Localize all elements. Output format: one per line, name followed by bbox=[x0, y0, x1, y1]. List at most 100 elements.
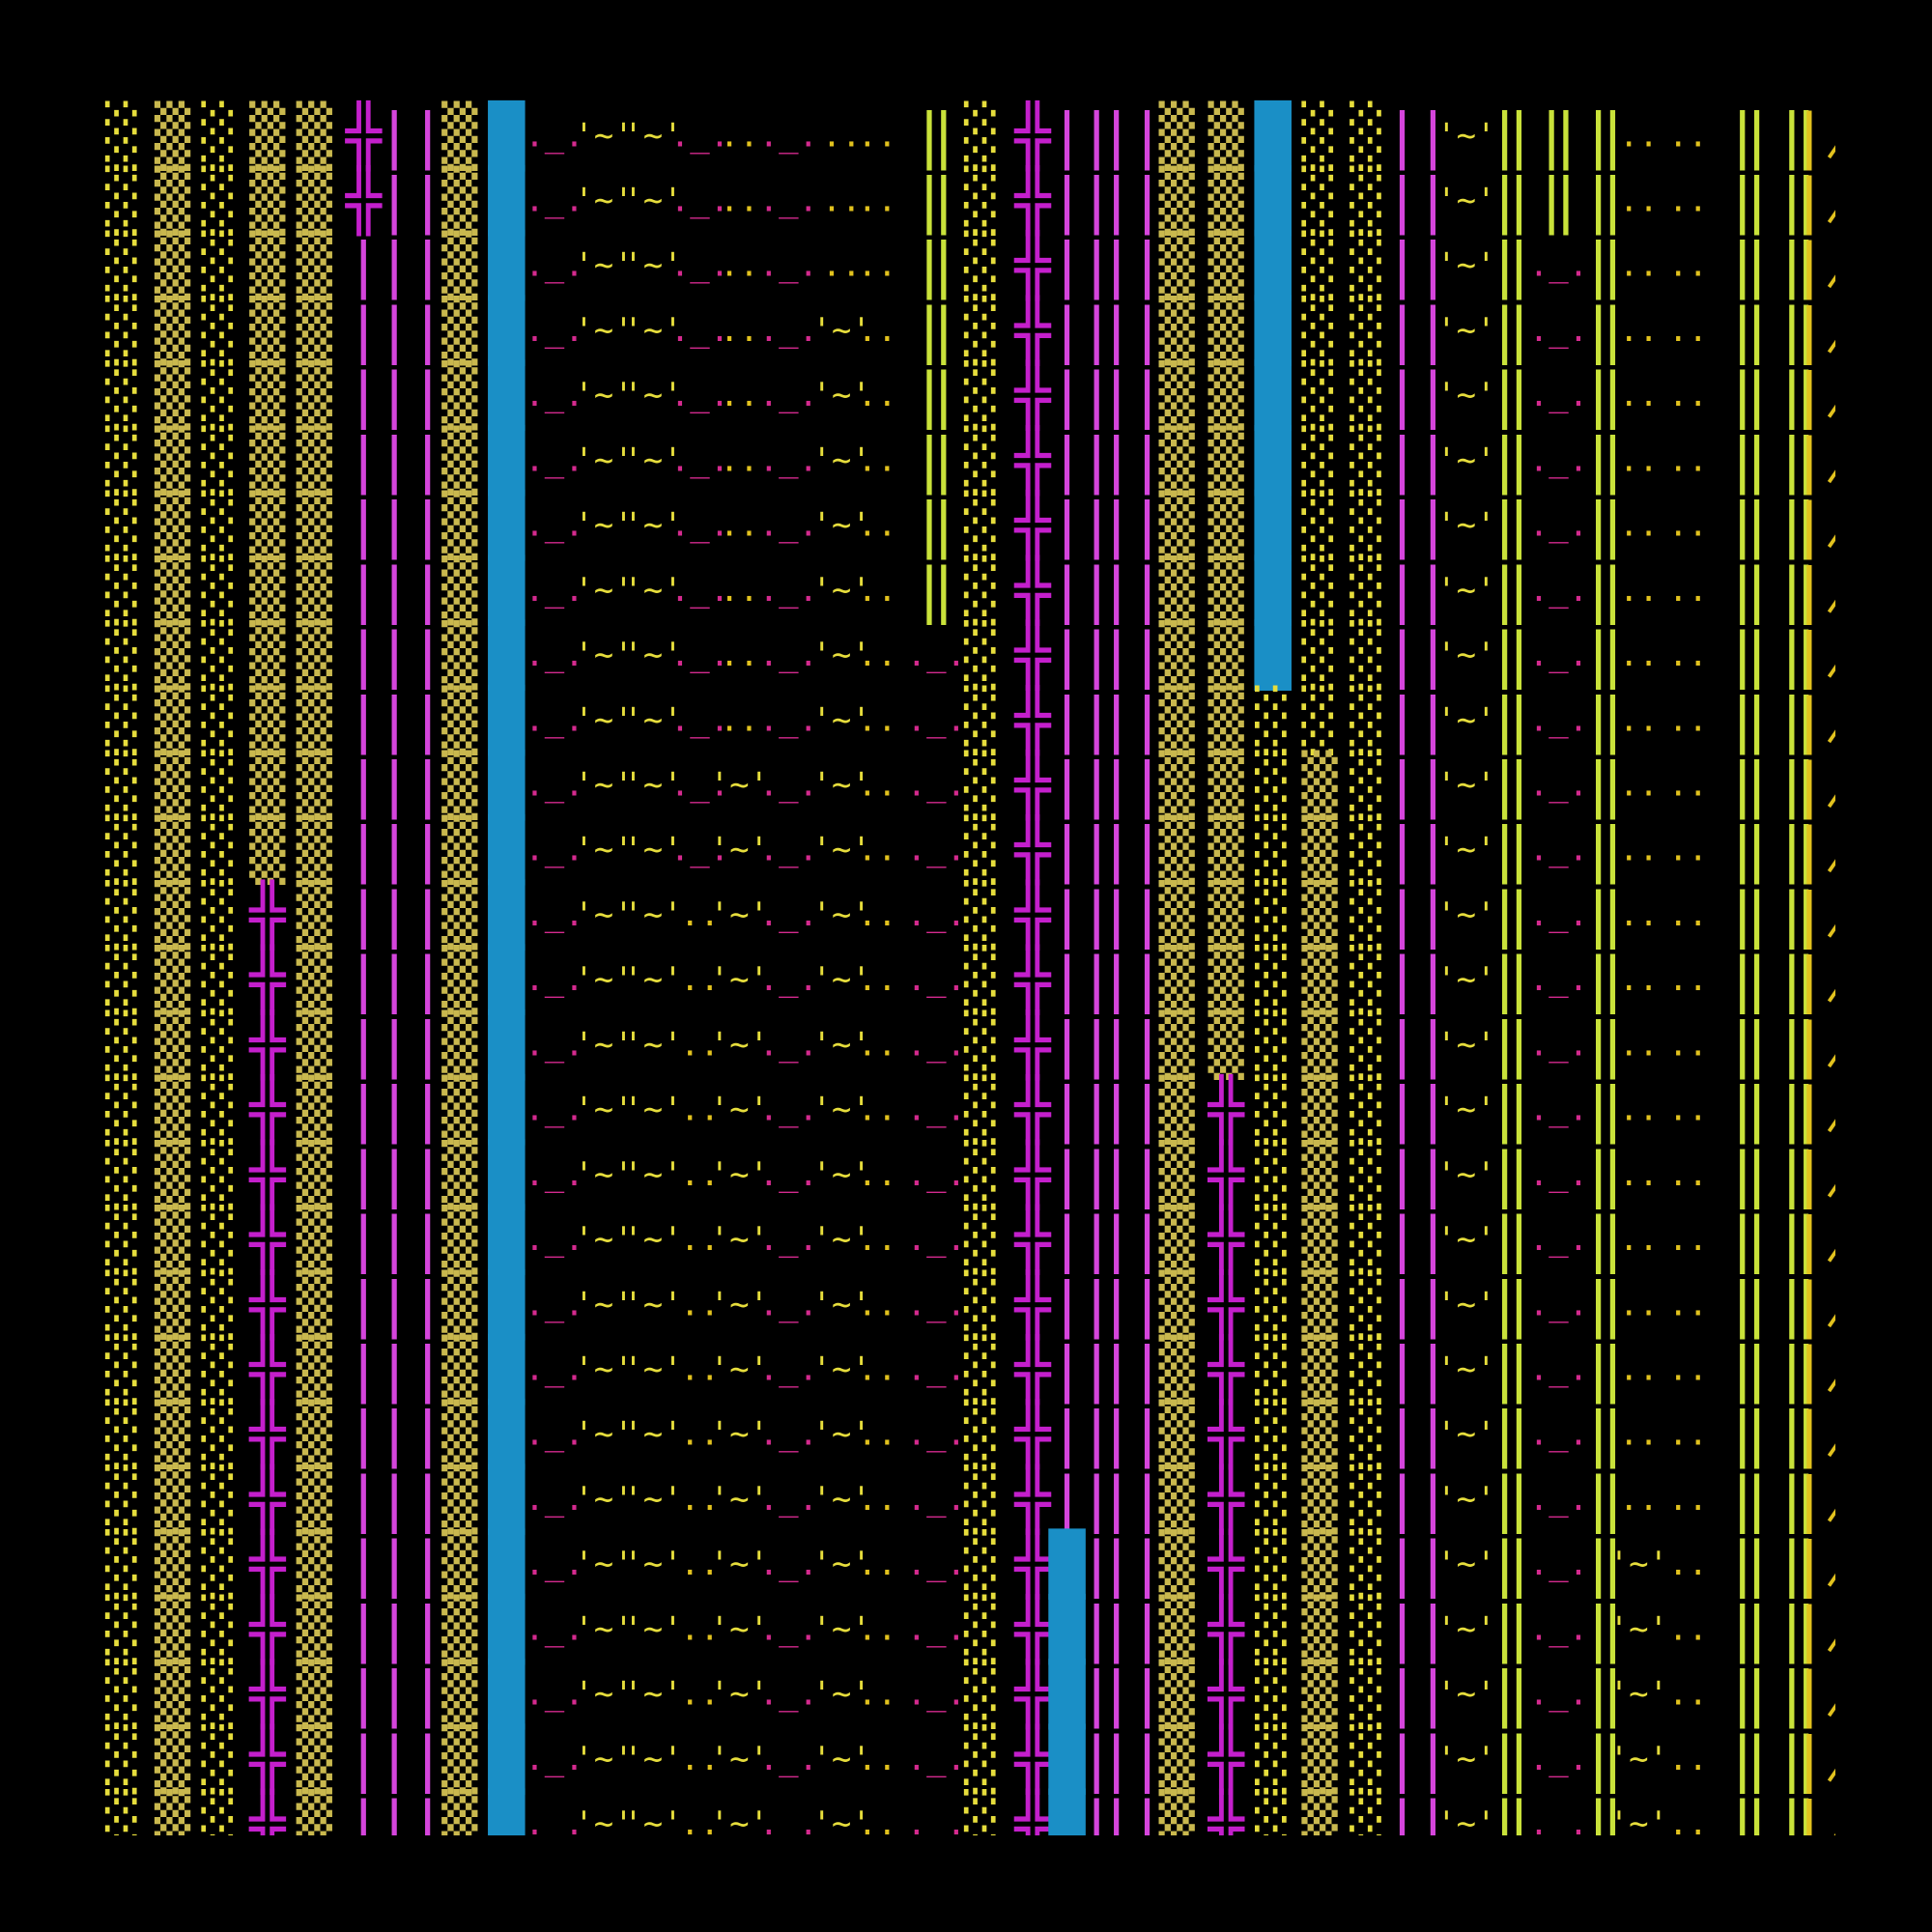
glyph: ._. bbox=[759, 895, 818, 934]
glyph: ‖ bbox=[1732, 100, 1768, 172]
glyph: '~' bbox=[623, 1091, 682, 1129]
glyph: ‖ bbox=[1781, 1269, 1817, 1341]
glyph: ‖ bbox=[1493, 1399, 1529, 1470]
glyph: | bbox=[346, 295, 382, 366]
glyph: ▒ bbox=[155, 750, 191, 820]
glyph: | bbox=[410, 1723, 445, 1795]
glyph: | bbox=[376, 1789, 412, 1861]
glyph: ▒ bbox=[155, 1009, 191, 1080]
glyph: | bbox=[1079, 230, 1115, 301]
glyph: ░ bbox=[201, 1399, 237, 1469]
glyph: '~' bbox=[1436, 1025, 1495, 1064]
glyph: ▒ bbox=[1208, 945, 1244, 1015]
glyph: | bbox=[1129, 490, 1165, 561]
glyph: █ bbox=[488, 1722, 526, 1795]
glyph: '~' bbox=[623, 1285, 682, 1323]
glyph: '~' bbox=[1436, 960, 1495, 999]
glyph: ▒ bbox=[155, 295, 191, 365]
glyph: '~' bbox=[1609, 1545, 1668, 1583]
glyph: ._. bbox=[525, 1609, 583, 1648]
glyph: ░ bbox=[1301, 295, 1337, 365]
glyph: ‖ bbox=[1781, 1789, 1817, 1861]
glyph: ._. bbox=[907, 1740, 966, 1778]
glyph: ░ bbox=[1255, 1659, 1291, 1729]
glyph: | bbox=[1079, 1269, 1115, 1341]
glyph: █ bbox=[1254, 489, 1292, 561]
glyph: | bbox=[376, 1269, 412, 1341]
glyph: ._. bbox=[1529, 1155, 1588, 1194]
glyph: ░ bbox=[201, 1205, 237, 1275]
glyph: .. bbox=[1668, 182, 1708, 220]
glyph: .. bbox=[1668, 1740, 1708, 1778]
glyph: .. bbox=[822, 182, 862, 220]
glyph: ._. bbox=[525, 311, 583, 350]
glyph: '~' bbox=[574, 1804, 633, 1843]
glyph: | bbox=[1049, 879, 1085, 951]
glyph: ∤ bbox=[1791, 1529, 1863, 1600]
glyph: ▒ bbox=[155, 1269, 191, 1340]
glyph: | bbox=[1079, 750, 1115, 821]
glyph: ‖ bbox=[1587, 879, 1623, 951]
glyph: ▒ bbox=[1208, 425, 1244, 496]
glyph: ._. bbox=[1529, 1220, 1588, 1259]
glyph: ╬ bbox=[1013, 1528, 1051, 1601]
glyph: ._. bbox=[759, 766, 818, 805]
glyph: '~' bbox=[710, 1675, 769, 1714]
glyph: ▒ bbox=[155, 554, 191, 625]
glyph: ░ bbox=[964, 1399, 1000, 1469]
glyph: ░ bbox=[1255, 1463, 1291, 1534]
glyph: ‖ bbox=[1732, 1269, 1768, 1341]
glyph: ∤ bbox=[1791, 620, 1863, 691]
glyph: ░ bbox=[1255, 1529, 1291, 1600]
glyph: ._. bbox=[1529, 960, 1588, 999]
glyph: '~' bbox=[1436, 1480, 1495, 1519]
glyph: | bbox=[410, 1659, 445, 1730]
glyph: ▒ bbox=[297, 1074, 333, 1145]
glyph: '~' bbox=[710, 766, 769, 805]
glyph: ‖ bbox=[1493, 1463, 1529, 1535]
glyph: ░ bbox=[105, 165, 141, 236]
glyph: ╬ bbox=[1013, 489, 1051, 561]
glyph: '~' bbox=[710, 1350, 769, 1388]
glyph: | bbox=[1049, 1334, 1085, 1406]
glyph: | bbox=[410, 554, 445, 626]
glyph: ╬ bbox=[1013, 1398, 1051, 1470]
glyph: ._. bbox=[525, 766, 583, 805]
glyph: ░ bbox=[1255, 1399, 1291, 1469]
glyph: | bbox=[410, 1529, 445, 1601]
glyph: ∤ bbox=[1791, 1269, 1863, 1340]
glyph: .. bbox=[720, 376, 759, 414]
glyph: ╬ bbox=[1013, 1593, 1051, 1665]
glyph: █ bbox=[1254, 99, 1292, 172]
glyph: ▒ bbox=[1158, 1594, 1195, 1664]
glyph: ‖ bbox=[1732, 620, 1768, 692]
glyph: ._. bbox=[759, 246, 818, 285]
glyph: | bbox=[376, 490, 412, 561]
glyph: ._. bbox=[759, 1415, 818, 1454]
glyph: ‖ bbox=[1781, 1594, 1817, 1665]
glyph: ▒ bbox=[1208, 490, 1244, 560]
glyph: | bbox=[1049, 295, 1085, 366]
glyph: ._. bbox=[1529, 1545, 1588, 1583]
glyph: ░ bbox=[964, 750, 1000, 820]
glyph: ▒ bbox=[441, 165, 478, 236]
glyph: ∤ bbox=[1791, 360, 1863, 431]
glyph: ._. bbox=[759, 116, 818, 155]
glyph: ._. bbox=[907, 700, 966, 739]
glyph: ‖ bbox=[1781, 1334, 1817, 1406]
glyph: ‖ bbox=[1493, 879, 1529, 951]
glyph: ∤ bbox=[1791, 425, 1863, 496]
glyph: '~' bbox=[623, 376, 682, 414]
glyph: '~' bbox=[1436, 831, 1495, 869]
glyph: ‖ bbox=[1781, 685, 1817, 756]
glyph: | bbox=[1384, 879, 1420, 951]
glyph: | bbox=[346, 1723, 382, 1795]
glyph: .. bbox=[680, 1675, 720, 1714]
glyph: ‖ bbox=[1781, 1074, 1817, 1146]
glyph: ∤ bbox=[1791, 1074, 1863, 1145]
glyph: ▒ bbox=[1158, 1463, 1195, 1534]
glyph: '~' bbox=[623, 831, 682, 869]
glyph: '~' bbox=[1436, 1545, 1495, 1583]
glyph: | bbox=[346, 945, 382, 1016]
glyph: ░ bbox=[964, 1009, 1000, 1080]
